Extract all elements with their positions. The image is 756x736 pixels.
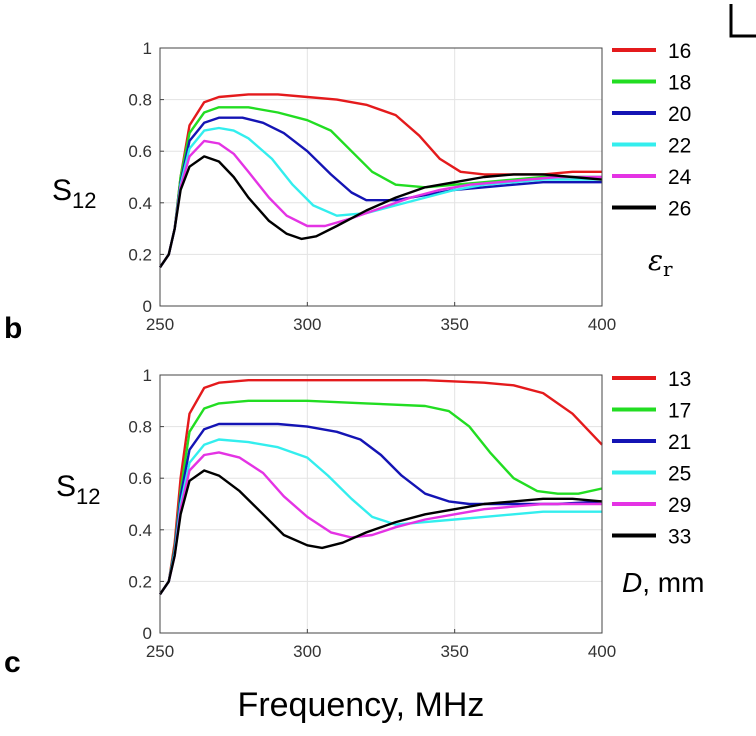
legend-entry: 18 <box>668 72 691 95</box>
legend-entry: 20 <box>668 103 691 126</box>
x-tick-label: 250 <box>146 642 174 661</box>
y-tick-label: 0 <box>143 624 152 643</box>
x-tick-label: 300 <box>293 642 321 661</box>
y-tick-label: 0.2 <box>128 245 152 264</box>
y-tick-label: 0.2 <box>128 572 152 591</box>
series-line-33 <box>159 469 603 595</box>
y-axis-label-subscript: 12 <box>76 484 100 509</box>
series-line-25 <box>159 438 602 595</box>
series-line-13 <box>159 379 603 595</box>
legend-title-symbol: D <box>622 567 642 598</box>
legend-entry: 25 <box>668 463 691 486</box>
y-tick-label: 0.4 <box>128 194 152 213</box>
x-axis-label: Frequency, MHz <box>238 686 485 724</box>
series-line-18 <box>159 106 602 268</box>
y-tick-label: 0.8 <box>128 418 152 437</box>
x-tick-label: 350 <box>440 315 468 334</box>
y-tick-label: 1 <box>143 39 152 58</box>
legend-entry: 29 <box>668 494 691 517</box>
x-tick-label: 400 <box>588 642 616 661</box>
series-line-21 <box>159 422 603 595</box>
legend-title-subscript: r <box>663 257 673 281</box>
y-axis-label-subscript: 12 <box>72 188 96 213</box>
legend-entry: 13 <box>668 368 691 391</box>
y-tick-label: 0.4 <box>128 521 152 540</box>
axes-box <box>159 374 603 634</box>
x-tick-label: 250 <box>146 315 174 334</box>
legend-title-rest: , mm <box>642 567 704 598</box>
y-axis-label: S12 <box>56 470 101 509</box>
y-tick-label: 0 <box>143 297 152 316</box>
legend-title: D, mm <box>622 567 704 598</box>
panel-label: b <box>4 312 22 345</box>
x-tick-label: 350 <box>440 642 468 661</box>
y-tick-label: 0.6 <box>128 142 152 161</box>
x-tick-label: 300 <box>293 315 321 334</box>
legend-title: εr <box>648 244 673 281</box>
series-line-29 <box>159 451 602 595</box>
legend-title-symbol: ε <box>648 244 663 277</box>
legend-entry: 22 <box>668 135 691 158</box>
series-line-26 <box>159 155 603 268</box>
y-tick-label: 0.8 <box>128 91 152 110</box>
panel-label: c <box>4 646 21 679</box>
series-line-24 <box>159 139 602 268</box>
axes-box <box>159 47 603 307</box>
x-tick-label: 400 <box>588 315 616 334</box>
y-tick-label: 1 <box>143 366 152 385</box>
y-tick-label: 0.6 <box>128 469 152 488</box>
panel-c: 250 300 350 400 0 0.2 0.4 0.6 0.8 1 c S12 13 17 21 25 29… <box>4 366 704 724</box>
panel-b: 250 300 350 400 0 0.2 0.4 0.6 0.8 1 b S12 16 18 20 22 24… <box>4 39 692 345</box>
y-axis-label: S12 <box>52 174 97 213</box>
series-line-22 <box>159 126 602 268</box>
legend-entry: 16 <box>668 40 691 63</box>
legend-entry: 17 <box>668 400 691 423</box>
corner-mark-icon <box>729 4 756 38</box>
legend-entry: 33 <box>668 526 691 549</box>
series-line-20 <box>159 116 602 268</box>
legend-entry: 21 <box>668 431 691 454</box>
legend-entry: 26 <box>668 198 691 221</box>
series-line-17 <box>159 399 603 595</box>
legend-entry: 24 <box>668 166 692 189</box>
